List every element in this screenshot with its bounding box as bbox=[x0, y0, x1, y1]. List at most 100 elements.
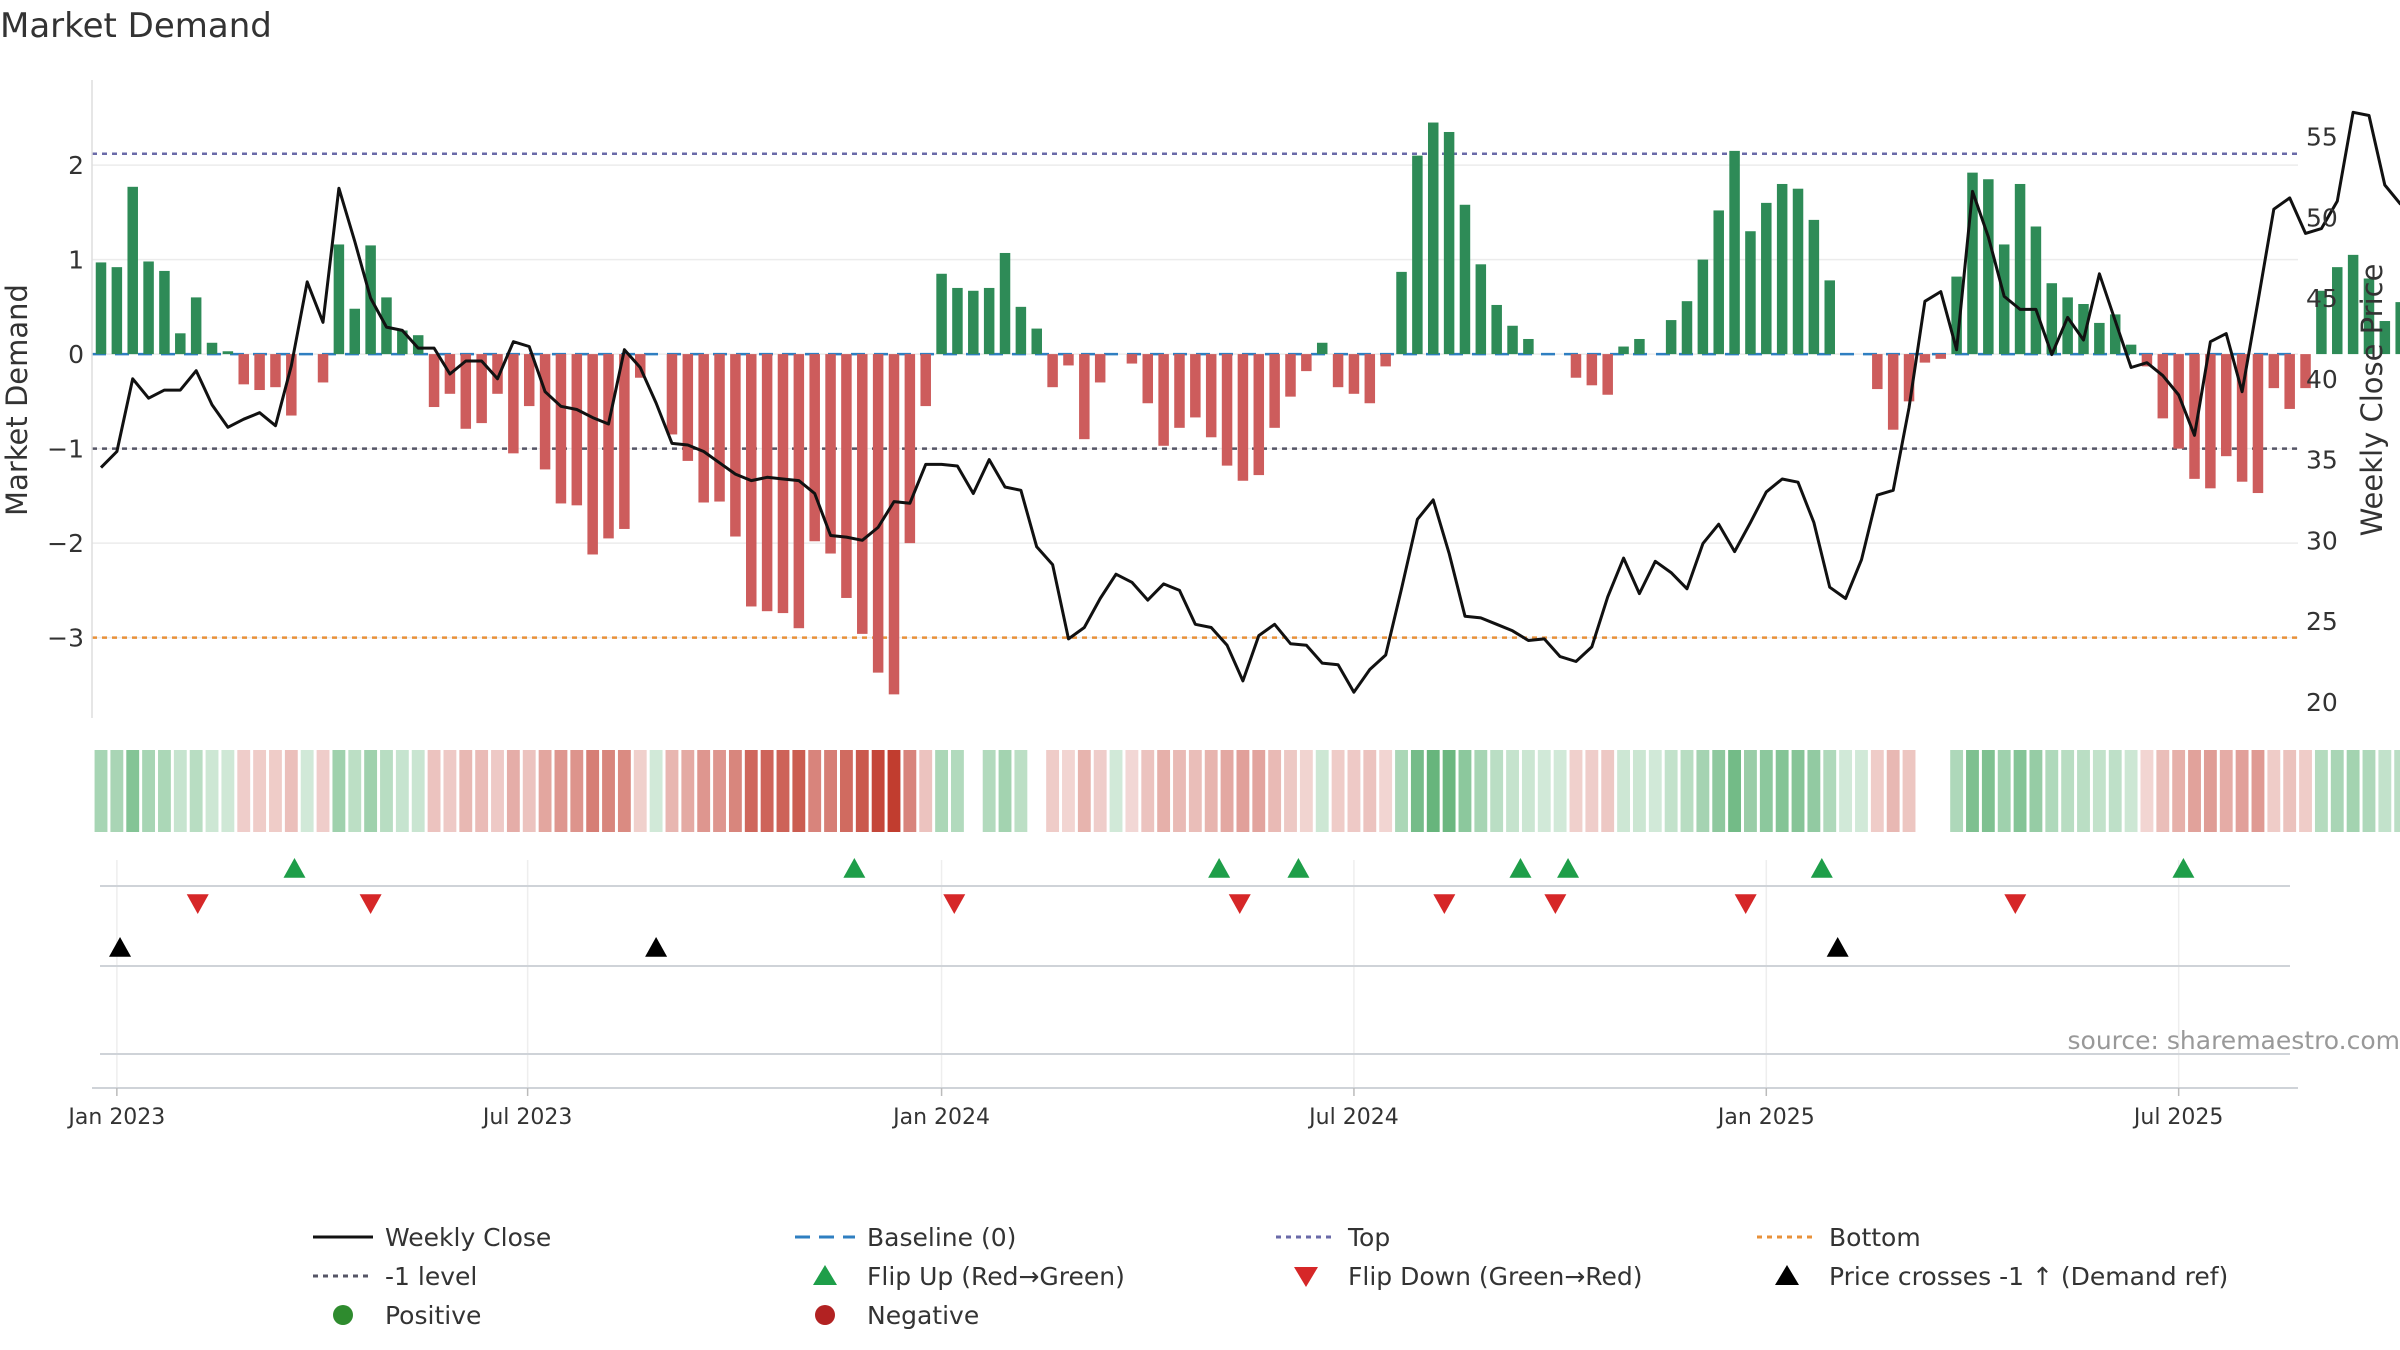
legend-item: -1 level bbox=[313, 1262, 477, 1291]
heat-cell bbox=[2188, 750, 2201, 832]
legend-label: Positive bbox=[385, 1301, 481, 1330]
heat-cell bbox=[649, 750, 663, 832]
legend-label: Weekly Close bbox=[385, 1223, 551, 1252]
legend-item: Weekly Close bbox=[313, 1223, 551, 1252]
heat-cell bbox=[1141, 750, 1155, 832]
heat-cell bbox=[1680, 750, 1694, 832]
demand-bar bbox=[1983, 179, 1994, 355]
demand-bar bbox=[1443, 131, 1455, 355]
flip-up-marker bbox=[1509, 858, 1532, 878]
demand-bar bbox=[809, 354, 820, 542]
demand-bar bbox=[1380, 354, 1391, 367]
demand-bar bbox=[2395, 302, 2400, 355]
heat-cell bbox=[1284, 750, 1297, 832]
demand-bar bbox=[920, 354, 931, 407]
demand-bar bbox=[2347, 254, 2359, 355]
demand-bar bbox=[2014, 183, 2026, 355]
heat-cell bbox=[491, 750, 504, 832]
demand-bar bbox=[1570, 354, 1582, 378]
heat-cell bbox=[173, 750, 187, 832]
heat-cell bbox=[617, 750, 631, 832]
demand-bar bbox=[857, 354, 868, 634]
heat-cell bbox=[665, 750, 679, 832]
flip-down-marker bbox=[1734, 894, 1757, 914]
demand-bar bbox=[555, 354, 567, 504]
demand-bar bbox=[460, 354, 472, 429]
demand-bar bbox=[1903, 354, 1915, 402]
legend-item: Price crosses -1 ↑ (Demand ref) bbox=[1775, 1262, 2228, 1291]
heat-cell bbox=[1046, 750, 1060, 832]
demand-bar bbox=[1205, 354, 1217, 438]
heat-cell bbox=[554, 750, 568, 832]
heat-cell bbox=[633, 750, 647, 832]
flip-down-marker bbox=[1228, 894, 1251, 914]
demand-bar bbox=[428, 354, 440, 408]
heat-cell bbox=[1855, 750, 1868, 832]
demand-bar bbox=[1269, 354, 1280, 428]
demand-bar bbox=[1158, 354, 1169, 446]
demand-bars bbox=[95, 122, 2400, 695]
heat-cell bbox=[1791, 750, 1805, 832]
demand-bar bbox=[159, 270, 170, 355]
demand-bar bbox=[254, 354, 265, 391]
heat-cell bbox=[1426, 750, 1440, 832]
y-tick-label: −2 bbox=[47, 529, 84, 558]
demand-bar bbox=[2316, 290, 2327, 355]
demand-bar bbox=[206, 342, 218, 355]
demand-bar bbox=[666, 354, 678, 435]
heat-cell bbox=[792, 750, 806, 832]
heat-cell bbox=[380, 750, 393, 832]
demand-bar bbox=[412, 335, 424, 355]
heat-cell bbox=[1950, 750, 1964, 832]
demand-bar bbox=[841, 354, 852, 598]
y2-axis-label: Weekly Close Price bbox=[2355, 264, 2389, 537]
demand-bar bbox=[2332, 267, 2343, 355]
heat-cell bbox=[411, 750, 425, 832]
demand-bar bbox=[1063, 354, 1074, 366]
demand-bar bbox=[1887, 354, 1899, 430]
heat-cell bbox=[713, 750, 726, 832]
heat-cell bbox=[2219, 750, 2233, 832]
demand-bar bbox=[1792, 188, 1804, 355]
y-tick-label: 0 bbox=[68, 340, 84, 369]
x-tick-label: Jan 2023 bbox=[66, 1105, 165, 1130]
demand-bar bbox=[2284, 354, 2295, 409]
heat-cell bbox=[887, 750, 901, 832]
heat-cell bbox=[316, 750, 330, 832]
heat-cell bbox=[1807, 750, 1821, 832]
legend-item: Baseline (0) bbox=[795, 1223, 1016, 1252]
y-tick-label: −1 bbox=[47, 435, 84, 464]
y2-tick-label: 25 bbox=[2306, 607, 2338, 636]
y2-tick-label: 55 bbox=[2306, 123, 2338, 152]
heat-cell bbox=[1839, 750, 1853, 832]
demand-bar bbox=[2173, 354, 2184, 449]
heat-cell bbox=[2013, 750, 2027, 832]
demand-bar bbox=[968, 290, 979, 355]
heat-cell bbox=[1236, 750, 1250, 832]
demand-bar bbox=[936, 273, 947, 355]
demand-bar bbox=[714, 354, 725, 502]
demand-bar bbox=[95, 262, 107, 355]
demand-bar bbox=[1935, 354, 1947, 359]
heat-cell bbox=[522, 750, 536, 832]
heat-cell bbox=[1696, 750, 1710, 832]
heat-cell bbox=[1220, 750, 1234, 832]
demand-bar bbox=[1412, 155, 1423, 355]
demand-bar bbox=[1427, 122, 1439, 355]
right-axis-ticks: 55 50 45 40 35 30 25 20 bbox=[2306, 123, 2338, 717]
heat-cell bbox=[94, 750, 108, 832]
demand-bar bbox=[1665, 320, 1677, 355]
demand-bar bbox=[1713, 210, 1724, 355]
heat-cell bbox=[427, 750, 441, 832]
demand-bar bbox=[1047, 354, 1058, 388]
demand-bar bbox=[2046, 283, 2058, 355]
heat-cell bbox=[1521, 750, 1535, 832]
demand-bar bbox=[2268, 354, 2280, 389]
heat-cell bbox=[1410, 750, 1424, 832]
heat-cell bbox=[475, 750, 489, 832]
demand-bar bbox=[1824, 280, 1835, 355]
legend-label: -1 level bbox=[385, 1262, 477, 1291]
x-axis-ticks: Jan 2023 Jul 2023 Jan 2024 Jul 2024 Jan 2025… bbox=[66, 1088, 2223, 1130]
demand-bar bbox=[492, 354, 503, 394]
demand-bar bbox=[777, 354, 789, 614]
